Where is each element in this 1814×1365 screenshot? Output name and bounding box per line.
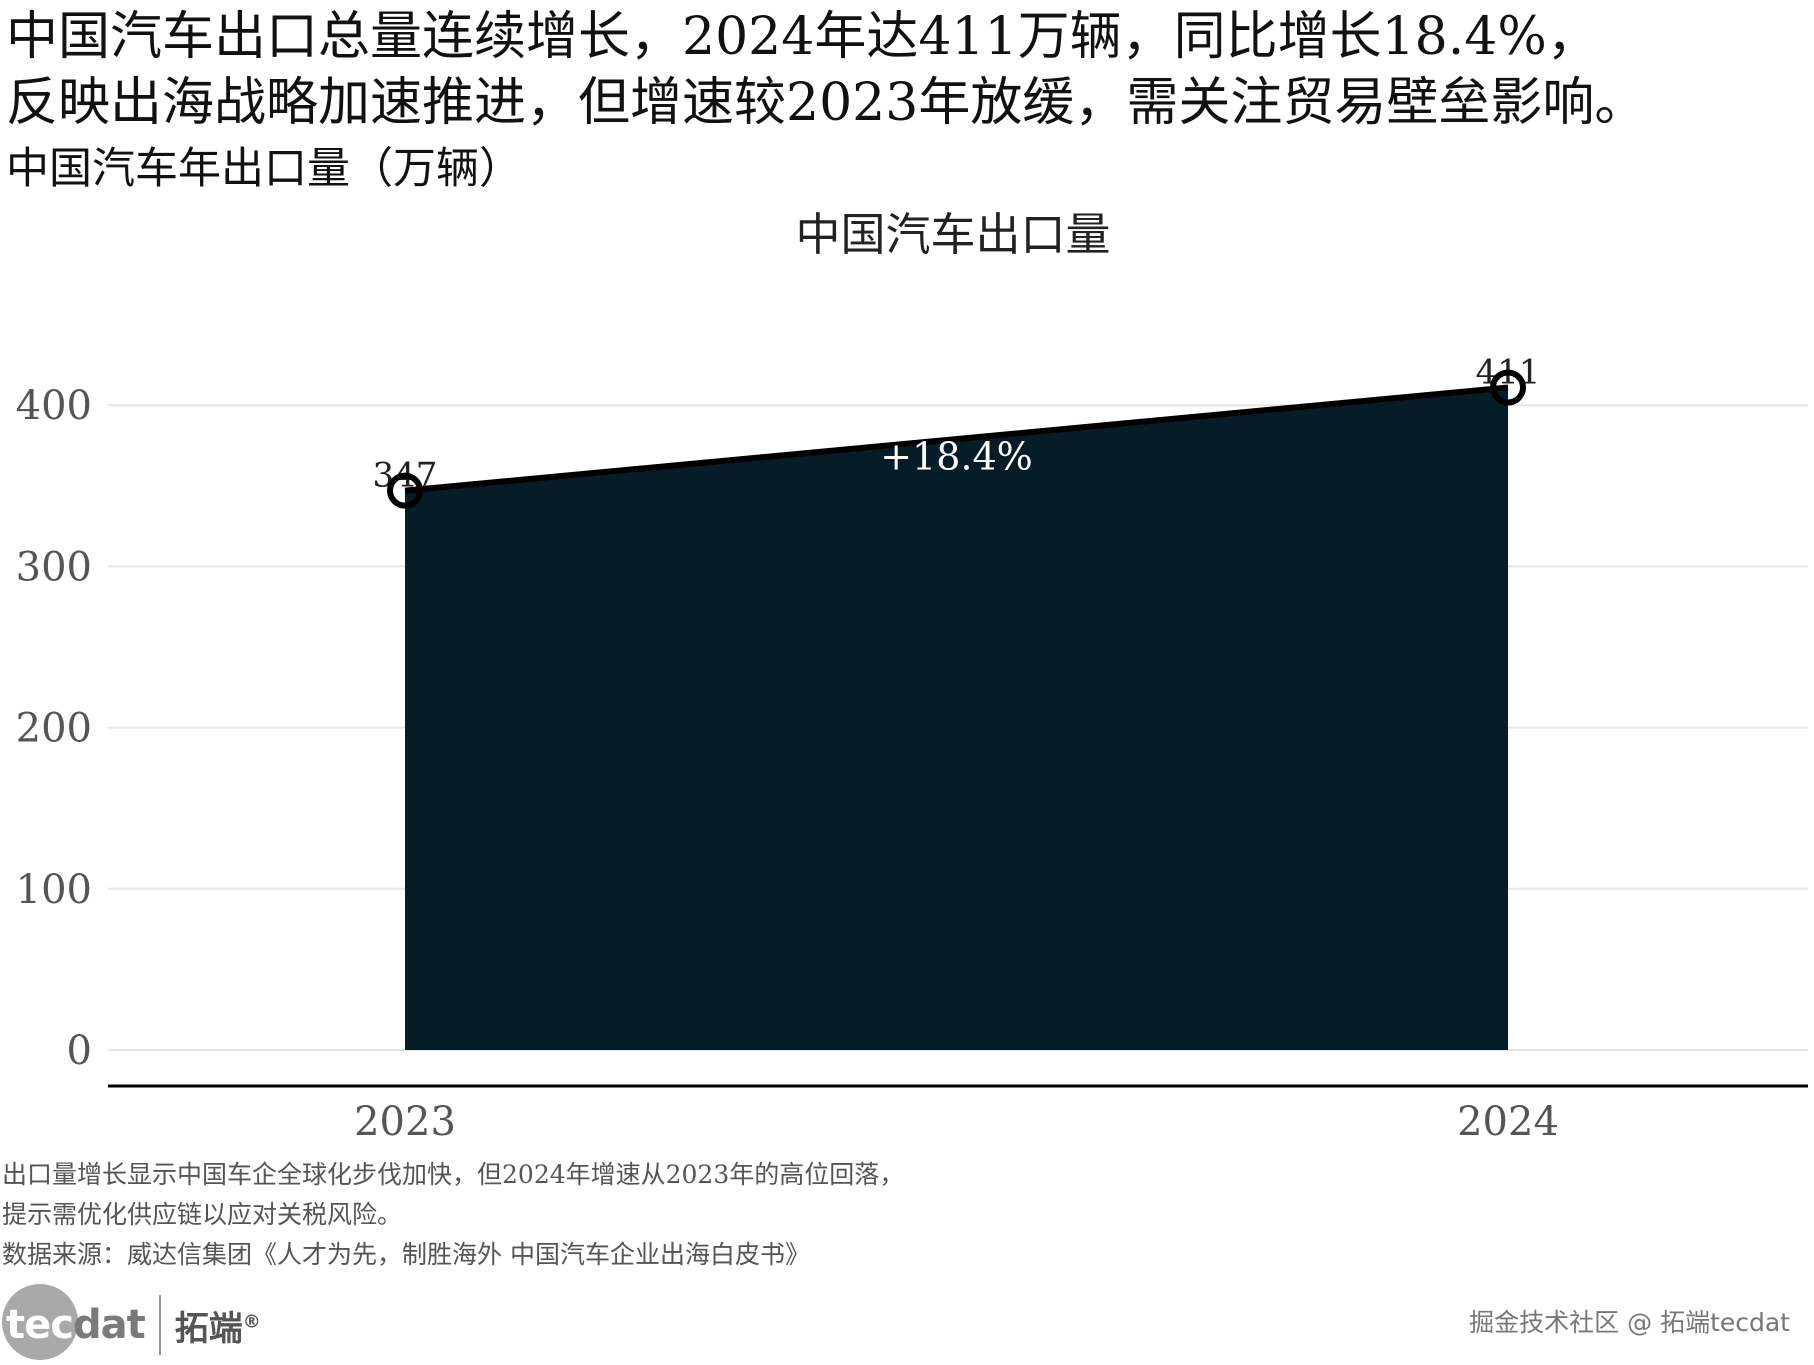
logo-mark-tec: tec (6, 1302, 74, 1348)
data-point (387, 472, 423, 509)
y-tick-label: 300 (16, 544, 92, 590)
tecdat-logo-mark: tecdat (2, 1284, 146, 1360)
caption-source: 数据来源：威达信集团《人才为先，制胜海外 中国汽车企业出海白皮书》 (2, 1240, 810, 1269)
headline: 中国汽车出口总量连续增长，2024年达411万辆，同比增长18.4%， 反映出海… (6, 4, 1646, 136)
logo-name-cn: 拓端 (174, 1308, 243, 1349)
caption-line-2: 提示需优化供应链以应对关税风险。 (2, 1200, 403, 1229)
y-tick-label: 200 (16, 706, 92, 752)
x-tick-label: 2023 (354, 1099, 456, 1145)
tecdat-logo: tecdat 拓端® (2, 1284, 261, 1365)
logo-mark-dat: dat (72, 1302, 146, 1348)
headline-line-1: 中国汽车出口总量连续增长，2024年达411万辆，同比增长18.4%， (6, 7, 1599, 67)
chart-title: 中国汽车出口量 (795, 208, 1110, 261)
logo-registered: ® (242, 1311, 261, 1333)
logo-name: 拓端® (175, 1301, 261, 1350)
caption-line-1: 出口量增长显示中国车企全球化步伐加快，但2024年增速从2023年的高位回落， (2, 1160, 905, 1189)
x-axis: 2023 2024 (108, 1084, 1808, 1145)
y-tick-label: 0 (67, 1028, 92, 1074)
y-axis-ticks: 0 100 200 300 400 (16, 383, 92, 1074)
y-tick-label: 400 (16, 383, 92, 429)
growth-annotation: +18.4% (880, 435, 1033, 479)
x-tick-label: 2024 (1457, 1099, 1559, 1145)
headline-line-2: 反映出海战略加速推进，但增速较2023年放缓，需关注贸易壁垒影响。 (6, 73, 1647, 133)
data-point (1490, 369, 1526, 406)
series-line (404, 384, 1509, 494)
y-tick-label: 100 (16, 867, 92, 913)
chart-subtitle: 中国汽车年出口量（万辆） (6, 144, 522, 194)
caption: 出口量增长显示中国车企全球化步伐加快，但2024年增速从2023年的高位回落， … (2, 1155, 904, 1275)
watermark: 掘金技术社区 @ 拓端tecdat (1469, 1308, 1790, 1337)
logo-divider (158, 1295, 161, 1355)
area-fill (405, 387, 1508, 1050)
